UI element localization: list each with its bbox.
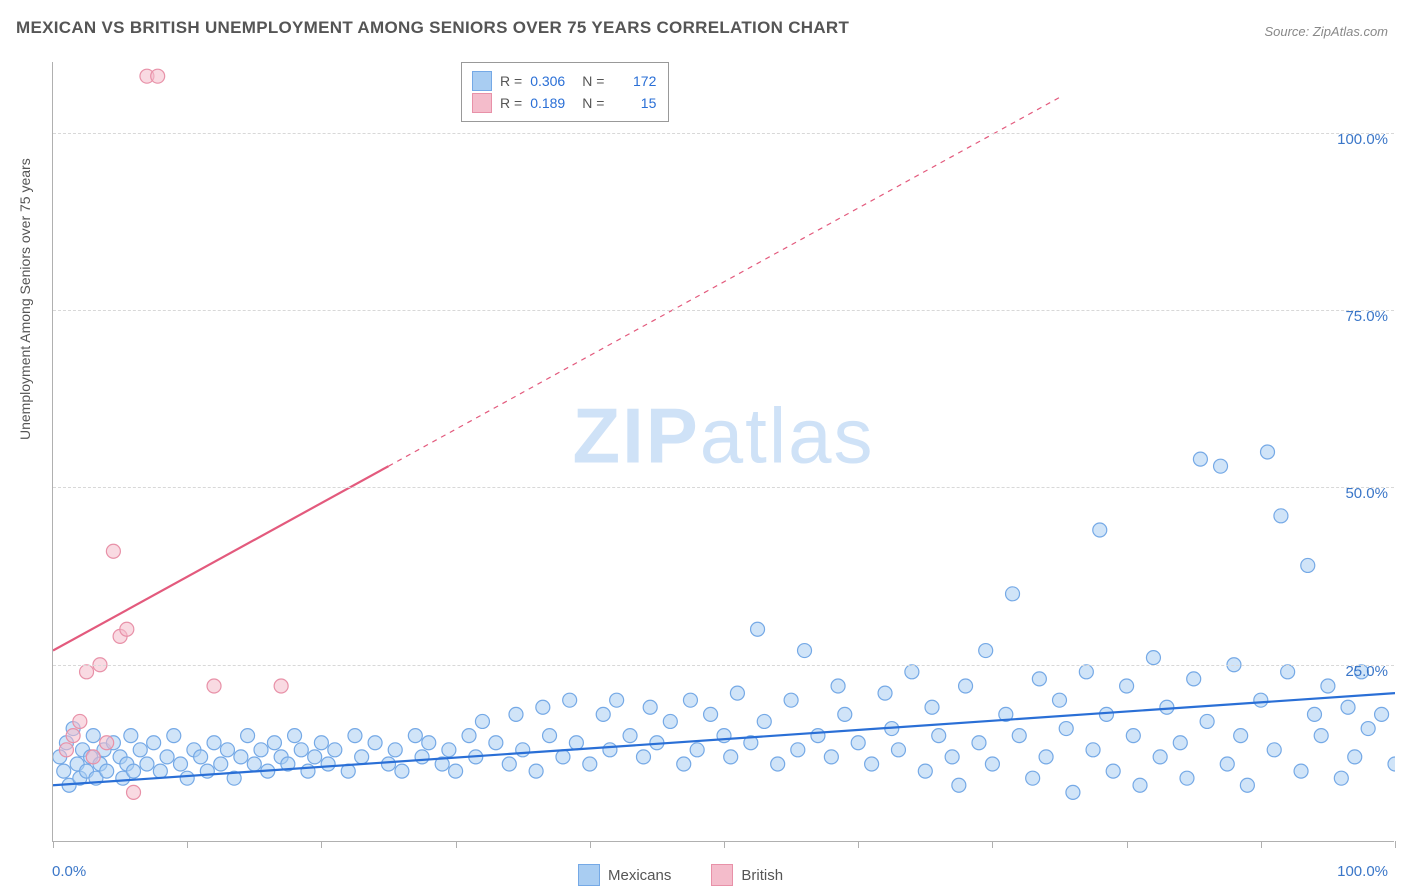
x-axis-max-label: 100.0% bbox=[1337, 863, 1388, 880]
gridline bbox=[53, 133, 1394, 134]
x-tick bbox=[992, 841, 993, 848]
legend-item: Mexicans bbox=[578, 864, 671, 886]
legend-swatch bbox=[578, 864, 600, 886]
y-tick-label: 75.0% bbox=[1345, 308, 1388, 325]
x-tick bbox=[1261, 841, 1262, 848]
chart-title: MEXICAN VS BRITISH UNEMPLOYMENT AMONG SE… bbox=[16, 18, 849, 38]
gridline bbox=[53, 665, 1394, 666]
y-tick-label: 100.0% bbox=[1337, 131, 1388, 148]
x-tick bbox=[53, 841, 54, 848]
y-tick-label: 50.0% bbox=[1345, 485, 1388, 502]
gridline bbox=[53, 487, 1394, 488]
legend-label: Mexicans bbox=[608, 867, 671, 884]
x-tick bbox=[858, 841, 859, 848]
source-label: Source: ZipAtlas.com bbox=[1264, 24, 1388, 39]
chart-svg bbox=[53, 62, 1395, 842]
x-tick bbox=[590, 841, 591, 848]
x-tick bbox=[187, 841, 188, 848]
x-tick bbox=[724, 841, 725, 848]
x-axis-min-label: 0.0% bbox=[52, 863, 86, 880]
legend-label: British bbox=[741, 867, 783, 884]
x-tick bbox=[1127, 841, 1128, 848]
x-tick bbox=[1395, 841, 1396, 848]
gridline bbox=[53, 310, 1394, 311]
x-tick bbox=[456, 841, 457, 848]
y-tick-label: 25.0% bbox=[1345, 663, 1388, 680]
y-axis-label: Unemployment Among Seniors over 75 years bbox=[17, 158, 33, 440]
legend-item: British bbox=[711, 864, 783, 886]
plot-area: ZIPatlas R =0.306N =172R =0.189N =15 bbox=[52, 62, 1394, 842]
legend-swatch bbox=[711, 864, 733, 886]
x-tick bbox=[321, 841, 322, 848]
bottom-legend: Mexicans British bbox=[578, 864, 783, 886]
